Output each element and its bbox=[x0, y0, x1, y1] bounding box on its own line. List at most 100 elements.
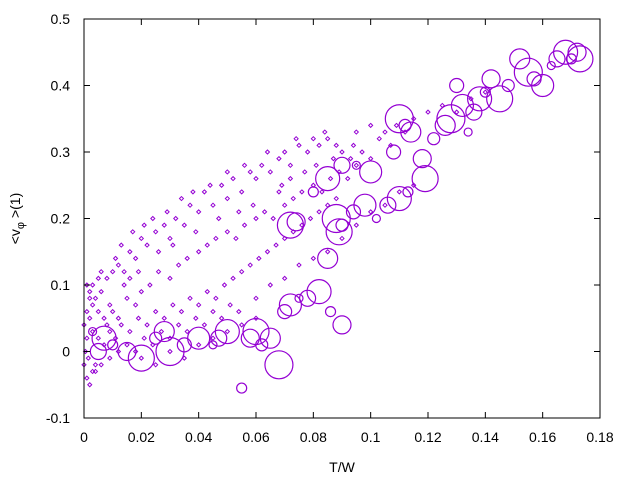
axis-ticks: 0 0.02 0.04 0.06 0.08 0.1 0.12 0.14 0.16 0.18 -0.1… bbox=[46, 11, 614, 445]
data-point-diamond bbox=[425, 109, 431, 115]
y-axis-title-suffix: >(1) bbox=[7, 193, 23, 222]
data-point-diamond bbox=[170, 242, 176, 248]
data-point-diamond bbox=[304, 149, 311, 155]
data-point-diamond bbox=[178, 308, 185, 315]
data-point-circle bbox=[89, 342, 107, 361]
data-point-diamond bbox=[84, 308, 90, 315]
data-point-diamond bbox=[267, 282, 274, 288]
data-point-circle bbox=[210, 329, 228, 347]
data-point-diamond bbox=[264, 249, 271, 255]
data-point-diamond bbox=[310, 255, 317, 262]
data-point-diamond bbox=[109, 268, 116, 275]
y-tick-label: 0.3 bbox=[51, 144, 71, 160]
data-marks bbox=[81, 39, 594, 394]
data-point-diamond bbox=[92, 368, 99, 375]
data-point-diamond bbox=[216, 215, 222, 222]
data-point-circle bbox=[400, 121, 422, 143]
data-point-circle bbox=[315, 166, 341, 192]
data-point-diamond bbox=[167, 275, 173, 282]
data-point-diamond bbox=[89, 302, 96, 308]
data-point-diamond bbox=[187, 202, 193, 208]
data-point-diamond bbox=[187, 295, 193, 302]
data-point-diamond bbox=[213, 295, 219, 302]
data-point-diamond bbox=[98, 288, 104, 295]
data-point-diamond bbox=[347, 155, 354, 162]
data-point-circle bbox=[332, 315, 352, 335]
data-point-diamond bbox=[382, 129, 388, 135]
data-point-diamond bbox=[127, 249, 133, 255]
x-tick-label: 0.14 bbox=[472, 429, 499, 445]
x-tick-label: 0.1 bbox=[361, 429, 381, 445]
data-point-diamond bbox=[287, 175, 294, 182]
data-point-diamond bbox=[138, 288, 145, 295]
x-tick-label: 0.18 bbox=[586, 429, 613, 445]
data-point-diamond bbox=[201, 189, 208, 195]
data-point-circle bbox=[526, 71, 542, 87]
data-point-diamond bbox=[345, 175, 351, 182]
data-point-circle bbox=[567, 42, 587, 62]
data-point-diamond bbox=[138, 235, 145, 242]
data-point-diamond bbox=[281, 202, 288, 208]
data-point-diamond bbox=[141, 335, 147, 341]
data-point-circle bbox=[307, 186, 319, 198]
data-point-diamond bbox=[224, 169, 231, 175]
data-point-diamond bbox=[98, 362, 104, 368]
data-point-circle bbox=[552, 39, 579, 65]
data-point-diamond bbox=[281, 149, 288, 155]
data-point-circle bbox=[463, 127, 473, 137]
data-point-diamond bbox=[164, 209, 170, 215]
data-point-diamond bbox=[367, 209, 374, 215]
data-point-diamond bbox=[118, 242, 124, 248]
data-point-diamond bbox=[150, 215, 156, 222]
data-point-circle bbox=[412, 149, 432, 169]
data-point-diamond bbox=[181, 222, 188, 228]
data-point-diamond bbox=[107, 355, 113, 361]
data-point-circle bbox=[353, 193, 377, 217]
data-point-circle bbox=[548, 50, 566, 68]
data-point-diamond bbox=[170, 302, 176, 308]
data-point-diamond bbox=[296, 262, 302, 268]
x-tick-label: 0 bbox=[80, 429, 88, 445]
data-point-diamond bbox=[261, 209, 268, 215]
data-point-circle bbox=[359, 160, 383, 184]
data-point-diamond bbox=[121, 268, 127, 275]
data-point-diamond bbox=[253, 295, 259, 302]
data-point-diamond bbox=[224, 195, 231, 202]
data-point-diamond bbox=[201, 322, 208, 328]
data-point-diamond bbox=[107, 302, 113, 308]
data-point-diamond bbox=[195, 342, 202, 348]
data-point-diamond bbox=[210, 308, 216, 315]
data-point-circle bbox=[264, 350, 294, 380]
data-point-circle bbox=[486, 85, 514, 113]
data-point-diamond bbox=[238, 268, 245, 275]
data-point-circle bbox=[107, 339, 119, 351]
data-point-diamond bbox=[193, 229, 199, 235]
x-tick-label: 0.06 bbox=[242, 429, 269, 445]
data-point-diamond bbox=[410, 182, 417, 188]
data-point-circle bbox=[278, 293, 302, 317]
data-point-diamond bbox=[253, 175, 259, 182]
data-point-diamond bbox=[359, 149, 365, 155]
data-point-circle bbox=[335, 218, 349, 232]
data-point-diamond bbox=[276, 155, 282, 162]
data-point-diamond bbox=[287, 162, 294, 169]
data-point-diamond bbox=[241, 162, 248, 169]
data-point-circle bbox=[411, 165, 439, 193]
data-point-circle bbox=[153, 320, 175, 343]
data-point-circle bbox=[306, 279, 332, 305]
data-point-diamond bbox=[339, 235, 345, 242]
data-point-diamond bbox=[218, 182, 225, 188]
data-point-diamond bbox=[213, 235, 219, 242]
data-point-diamond bbox=[333, 195, 339, 202]
data-point-diamond bbox=[184, 328, 190, 335]
data-point-diamond bbox=[307, 215, 314, 222]
data-point-diamond bbox=[135, 315, 142, 321]
data-point-diamond bbox=[238, 322, 245, 328]
data-point-diamond bbox=[135, 268, 142, 275]
data-point-circle bbox=[386, 185, 412, 212]
data-point-diamond bbox=[147, 282, 153, 288]
data-point-circle bbox=[566, 45, 594, 73]
data-point-diamond bbox=[115, 315, 122, 321]
data-point-circle bbox=[565, 53, 577, 65]
